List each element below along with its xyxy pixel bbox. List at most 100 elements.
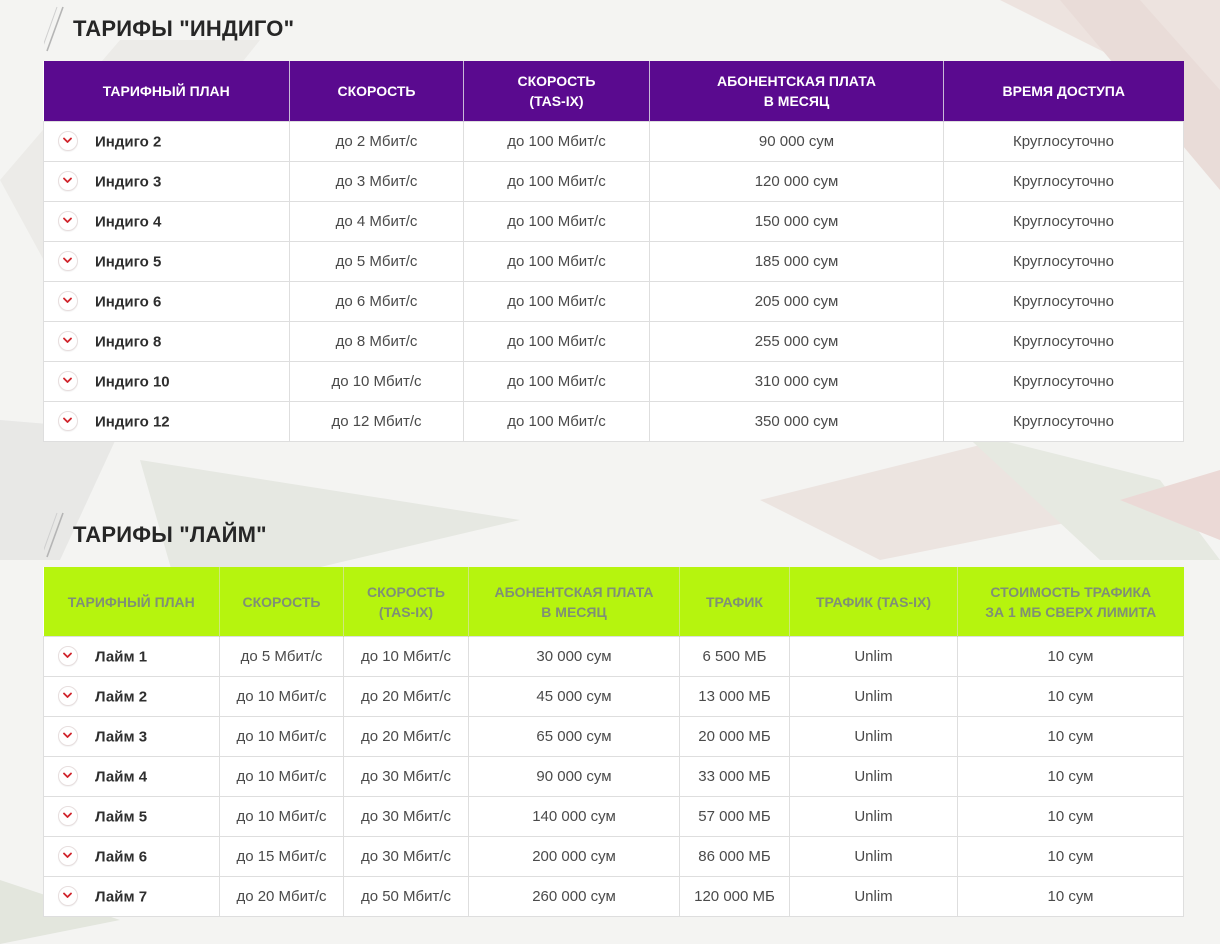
plan-name: Индиго 5 xyxy=(95,253,162,270)
plan-name: Индиго 10 xyxy=(95,373,170,390)
heading-slash-icon xyxy=(44,512,64,558)
plan-cell[interactable]: Индиго 2 xyxy=(43,121,290,162)
plan-cell[interactable]: Лайм 4 xyxy=(43,756,220,797)
table-cell: до 20 Мбит/с xyxy=(219,876,344,917)
header-line: АБОНЕНТСКАЯ ПЛАТА В МЕСЯЦ xyxy=(717,73,876,109)
table-row: Индиго 10 до 10 Мбит/с до 100 Мбит/с 310 00… xyxy=(43,361,1184,402)
column-header-traffic: ТРАФИК xyxy=(679,567,790,637)
column-header-plan: ТАРИФНЫЙ ПЛАН xyxy=(43,567,220,637)
table-cell: Круглосуточно xyxy=(943,401,1184,442)
column-header-speed: СКОРОСТЬ xyxy=(219,567,344,637)
plan-name: Лайм 4 xyxy=(95,768,148,785)
column-header-monthly-fee: АБОНЕНТСКАЯ ПЛАТА В МЕСЯЦ xyxy=(649,61,944,122)
table-cell: 200 000 сум xyxy=(468,836,680,877)
chevron-down-icon[interactable] xyxy=(58,845,78,866)
table-cell: до 20 Мбит/с xyxy=(343,716,469,757)
lime-section-title: ТАРИФЫ "ЛАЙМ" xyxy=(73,522,267,547)
chevron-down-icon[interactable] xyxy=(58,765,78,786)
plan-name: Индиго 12 xyxy=(95,413,170,430)
plan-cell[interactable]: Индиго 10 xyxy=(43,361,290,402)
table-header-row: ТАРИФНЫЙ ПЛАН СКОРОСТЬ СКОРОСТЬ (TAS-IX)… xyxy=(43,61,1184,122)
table-cell: до 100 Мбит/с xyxy=(463,281,650,322)
column-header-speed: СКОРОСТЬ xyxy=(289,61,464,122)
table-cell: до 10 Мбит/с xyxy=(343,636,469,677)
plan-cell[interactable]: Индиго 5 xyxy=(43,241,290,282)
table-cell: до 20 Мбит/с xyxy=(343,676,469,717)
table-row: Лайм 5 до 10 Мбит/с до 30 Мбит/с 140 000 су… xyxy=(43,796,1184,837)
table-cell: до 10 Мбит/с xyxy=(219,756,344,797)
plan-name: Лайм 2 xyxy=(95,688,148,705)
plan-cell[interactable]: Индиго 4 xyxy=(43,201,290,242)
column-header-overlimit-cost: СТОИМОСТЬ ТРАФИКА ЗА 1 МБ СВЕРХ ЛИМИТА xyxy=(957,567,1184,637)
table-cell: до 100 Мбит/с xyxy=(463,201,650,242)
chevron-down-icon[interactable] xyxy=(58,410,78,431)
plan-cell[interactable]: Лайм 6 xyxy=(43,836,220,877)
plan-cell[interactable]: Индиго 12 xyxy=(43,401,290,442)
table-cell: Круглосуточно xyxy=(943,201,1184,242)
plan-name: Индиго 3 xyxy=(95,173,162,190)
table-cell: Unlim xyxy=(789,876,958,917)
chevron-down-icon[interactable] xyxy=(58,370,78,391)
table-cell: 6 500 МБ xyxy=(679,636,790,677)
indigo-section-heading: ТАРИФЫ "ИНДИГО" xyxy=(44,6,294,52)
table-cell: до 3 Мбит/с xyxy=(289,161,464,202)
chevron-down-icon[interactable] xyxy=(58,885,78,906)
table-cell: до 10 Мбит/с xyxy=(219,796,344,837)
plan-cell[interactable]: Лайм 7 xyxy=(43,876,220,917)
table-row: Индиго 8 до 8 Мбит/с до 100 Мбит/с 255 000 … xyxy=(43,321,1184,362)
chevron-down-icon[interactable] xyxy=(58,725,78,746)
lime-tariff-table: ТАРИФНЫЙ ПЛАН СКОРОСТЬ СКОРОСТЬ (TAS-IX)… xyxy=(43,567,1184,917)
chevron-down-icon[interactable] xyxy=(58,250,78,271)
table-row: Индиго 4 до 4 Мбит/с до 100 Мбит/с 150 000 … xyxy=(43,201,1184,242)
table-cell: Unlim xyxy=(789,836,958,877)
header-line: СТОИМОСТЬ ТРАФИКА ЗА 1 МБ СВЕРХ ЛИМИТА xyxy=(985,583,1157,620)
plan-name: Индиго 8 xyxy=(95,333,162,350)
chevron-down-icon[interactable] xyxy=(58,805,78,826)
table-cell: 57 000 МБ xyxy=(679,796,790,837)
plan-name: Лайм 1 xyxy=(95,648,148,665)
table-cell: 10 сум xyxy=(957,796,1184,837)
table-cell: 90 000 сум xyxy=(468,756,680,797)
plan-cell[interactable]: Лайм 1 xyxy=(43,636,220,677)
table-cell: до 100 Мбит/с xyxy=(463,401,650,442)
plan-cell[interactable]: Лайм 5 xyxy=(43,796,220,837)
chevron-down-icon[interactable] xyxy=(58,330,78,351)
table-cell: Unlim xyxy=(789,796,958,837)
plan-cell[interactable]: Индиго 3 xyxy=(43,161,290,202)
plan-name: Индиго 2 xyxy=(95,133,162,150)
table-cell: 20 000 МБ xyxy=(679,716,790,757)
chevron-down-icon[interactable] xyxy=(58,210,78,231)
table-cell: до 100 Мбит/с xyxy=(463,241,650,282)
plan-cell[interactable]: Индиго 6 xyxy=(43,281,290,322)
table-cell: до 50 Мбит/с xyxy=(343,876,469,917)
plan-name: Лайм 7 xyxy=(95,888,148,905)
table-row: Лайм 2 до 10 Мбит/с до 20 Мбит/с 45 000 сум… xyxy=(43,676,1184,717)
table-cell: 13 000 МБ xyxy=(679,676,790,717)
table-cell: 120 000 сум xyxy=(649,161,944,202)
plan-cell[interactable]: Индиго 8 xyxy=(43,321,290,362)
table-cell: Unlim xyxy=(789,636,958,677)
plan-name: Лайм 6 xyxy=(95,848,148,865)
chevron-down-icon[interactable] xyxy=(58,130,78,151)
table-cell: до 10 Мбит/с xyxy=(219,716,344,757)
indigo-section-title: ТАРИФЫ "ИНДИГО" xyxy=(73,16,295,41)
plan-cell[interactable]: Лайм 2 xyxy=(43,676,220,717)
table-cell: до 4 Мбит/с xyxy=(289,201,464,242)
table-cell: до 6 Мбит/с xyxy=(289,281,464,322)
chevron-down-icon[interactable] xyxy=(58,170,78,191)
chevron-down-icon[interactable] xyxy=(58,685,78,706)
chevron-down-icon[interactable] xyxy=(58,645,78,666)
table-cell: до 5 Мбит/с xyxy=(289,241,464,282)
plan-name: Лайм 3 xyxy=(95,728,148,745)
column-header-access-time: ВРЕМЯ ДОСТУПА xyxy=(943,61,1184,122)
plan-cell[interactable]: Лайм 3 xyxy=(43,716,220,757)
table-row: Лайм 4 до 10 Мбит/с до 30 Мбит/с 90 000 сум… xyxy=(43,756,1184,797)
table-cell: 10 сум xyxy=(957,756,1184,797)
table-row: Индиго 12 до 12 Мбит/с до 100 Мбит/с 350 00… xyxy=(43,401,1184,442)
chevron-down-icon[interactable] xyxy=(58,290,78,311)
table-row: Индиго 5 до 5 Мбит/с до 100 Мбит/с 185 000 … xyxy=(43,241,1184,282)
table-cell: 10 сум xyxy=(957,676,1184,717)
table-cell: 120 000 МБ xyxy=(679,876,790,917)
table-cell: 255 000 сум xyxy=(649,321,944,362)
table-cell: 33 000 МБ xyxy=(679,756,790,797)
